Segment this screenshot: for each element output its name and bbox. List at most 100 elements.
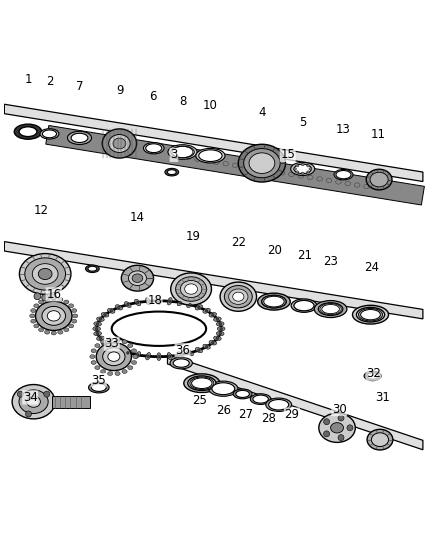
- Ellipse shape: [209, 312, 216, 317]
- Ellipse shape: [360, 310, 380, 320]
- Circle shape: [338, 434, 344, 441]
- Ellipse shape: [268, 400, 289, 410]
- Ellipse shape: [38, 269, 52, 279]
- Ellipse shape: [191, 378, 212, 389]
- Ellipse shape: [217, 327, 225, 331]
- Ellipse shape: [32, 264, 58, 284]
- Ellipse shape: [171, 146, 194, 158]
- Circle shape: [212, 313, 214, 316]
- Circle shape: [216, 318, 219, 320]
- Ellipse shape: [68, 304, 74, 308]
- Ellipse shape: [185, 284, 198, 294]
- Ellipse shape: [131, 349, 137, 353]
- Circle shape: [205, 310, 208, 312]
- Ellipse shape: [64, 300, 69, 304]
- Ellipse shape: [90, 354, 95, 359]
- Ellipse shape: [336, 171, 351, 179]
- Circle shape: [147, 355, 149, 358]
- Text: 6: 6: [149, 91, 156, 103]
- Text: 22: 22: [231, 237, 246, 249]
- Ellipse shape: [262, 295, 286, 308]
- Ellipse shape: [101, 369, 106, 374]
- Ellipse shape: [296, 171, 299, 173]
- Ellipse shape: [121, 265, 154, 291]
- Ellipse shape: [165, 168, 179, 176]
- Ellipse shape: [233, 389, 252, 399]
- Circle shape: [189, 352, 191, 354]
- Circle shape: [104, 313, 106, 316]
- Ellipse shape: [233, 292, 244, 301]
- Ellipse shape: [113, 138, 126, 149]
- Text: 4: 4: [258, 106, 266, 119]
- Ellipse shape: [51, 331, 57, 335]
- Ellipse shape: [184, 374, 220, 393]
- Ellipse shape: [371, 433, 389, 447]
- Ellipse shape: [195, 305, 202, 310]
- Ellipse shape: [101, 340, 106, 344]
- Text: 9: 9: [117, 84, 124, 97]
- Ellipse shape: [196, 148, 225, 163]
- Ellipse shape: [176, 277, 207, 301]
- Ellipse shape: [95, 366, 100, 369]
- Ellipse shape: [108, 352, 120, 361]
- Ellipse shape: [294, 164, 311, 174]
- Ellipse shape: [91, 361, 96, 365]
- Circle shape: [49, 293, 57, 300]
- Ellipse shape: [264, 296, 284, 307]
- Polygon shape: [4, 104, 423, 182]
- Text: 33: 33: [104, 337, 119, 350]
- Ellipse shape: [238, 144, 286, 182]
- Ellipse shape: [214, 317, 221, 321]
- Ellipse shape: [94, 332, 102, 336]
- Polygon shape: [4, 241, 423, 319]
- Text: 2: 2: [46, 76, 53, 88]
- Ellipse shape: [122, 340, 127, 344]
- Ellipse shape: [367, 373, 379, 379]
- Ellipse shape: [134, 299, 141, 306]
- Ellipse shape: [58, 330, 63, 334]
- Ellipse shape: [367, 430, 393, 450]
- Ellipse shape: [199, 150, 222, 161]
- Ellipse shape: [318, 303, 343, 316]
- Ellipse shape: [209, 341, 216, 345]
- Circle shape: [136, 354, 139, 356]
- Text: 32: 32: [366, 367, 381, 381]
- Circle shape: [25, 411, 32, 417]
- Ellipse shape: [180, 280, 202, 297]
- Ellipse shape: [170, 357, 192, 369]
- Ellipse shape: [258, 293, 290, 310]
- Ellipse shape: [124, 350, 131, 356]
- Text: 5: 5: [299, 116, 307, 129]
- Ellipse shape: [358, 309, 382, 321]
- Ellipse shape: [128, 366, 133, 369]
- Ellipse shape: [108, 338, 113, 342]
- Ellipse shape: [92, 384, 106, 391]
- Ellipse shape: [307, 171, 310, 173]
- Ellipse shape: [115, 372, 120, 375]
- Polygon shape: [167, 354, 423, 450]
- Ellipse shape: [115, 348, 123, 353]
- Text: 29: 29: [284, 408, 300, 421]
- Circle shape: [205, 345, 208, 348]
- Text: 15: 15: [280, 148, 295, 161]
- Circle shape: [34, 293, 41, 300]
- Ellipse shape: [251, 394, 271, 405]
- Ellipse shape: [220, 282, 257, 311]
- Circle shape: [338, 415, 344, 421]
- Ellipse shape: [115, 338, 120, 342]
- Ellipse shape: [128, 344, 133, 348]
- Text: 11: 11: [370, 128, 385, 141]
- Ellipse shape: [364, 372, 381, 381]
- Ellipse shape: [293, 168, 297, 170]
- Ellipse shape: [64, 328, 69, 332]
- Text: 25: 25: [192, 394, 207, 407]
- Ellipse shape: [167, 169, 176, 175]
- Ellipse shape: [122, 369, 127, 374]
- Ellipse shape: [244, 149, 280, 177]
- Ellipse shape: [27, 396, 40, 407]
- Ellipse shape: [157, 297, 161, 305]
- Text: 34: 34: [23, 391, 38, 404]
- Circle shape: [179, 301, 181, 304]
- Ellipse shape: [309, 168, 312, 170]
- Ellipse shape: [71, 319, 77, 323]
